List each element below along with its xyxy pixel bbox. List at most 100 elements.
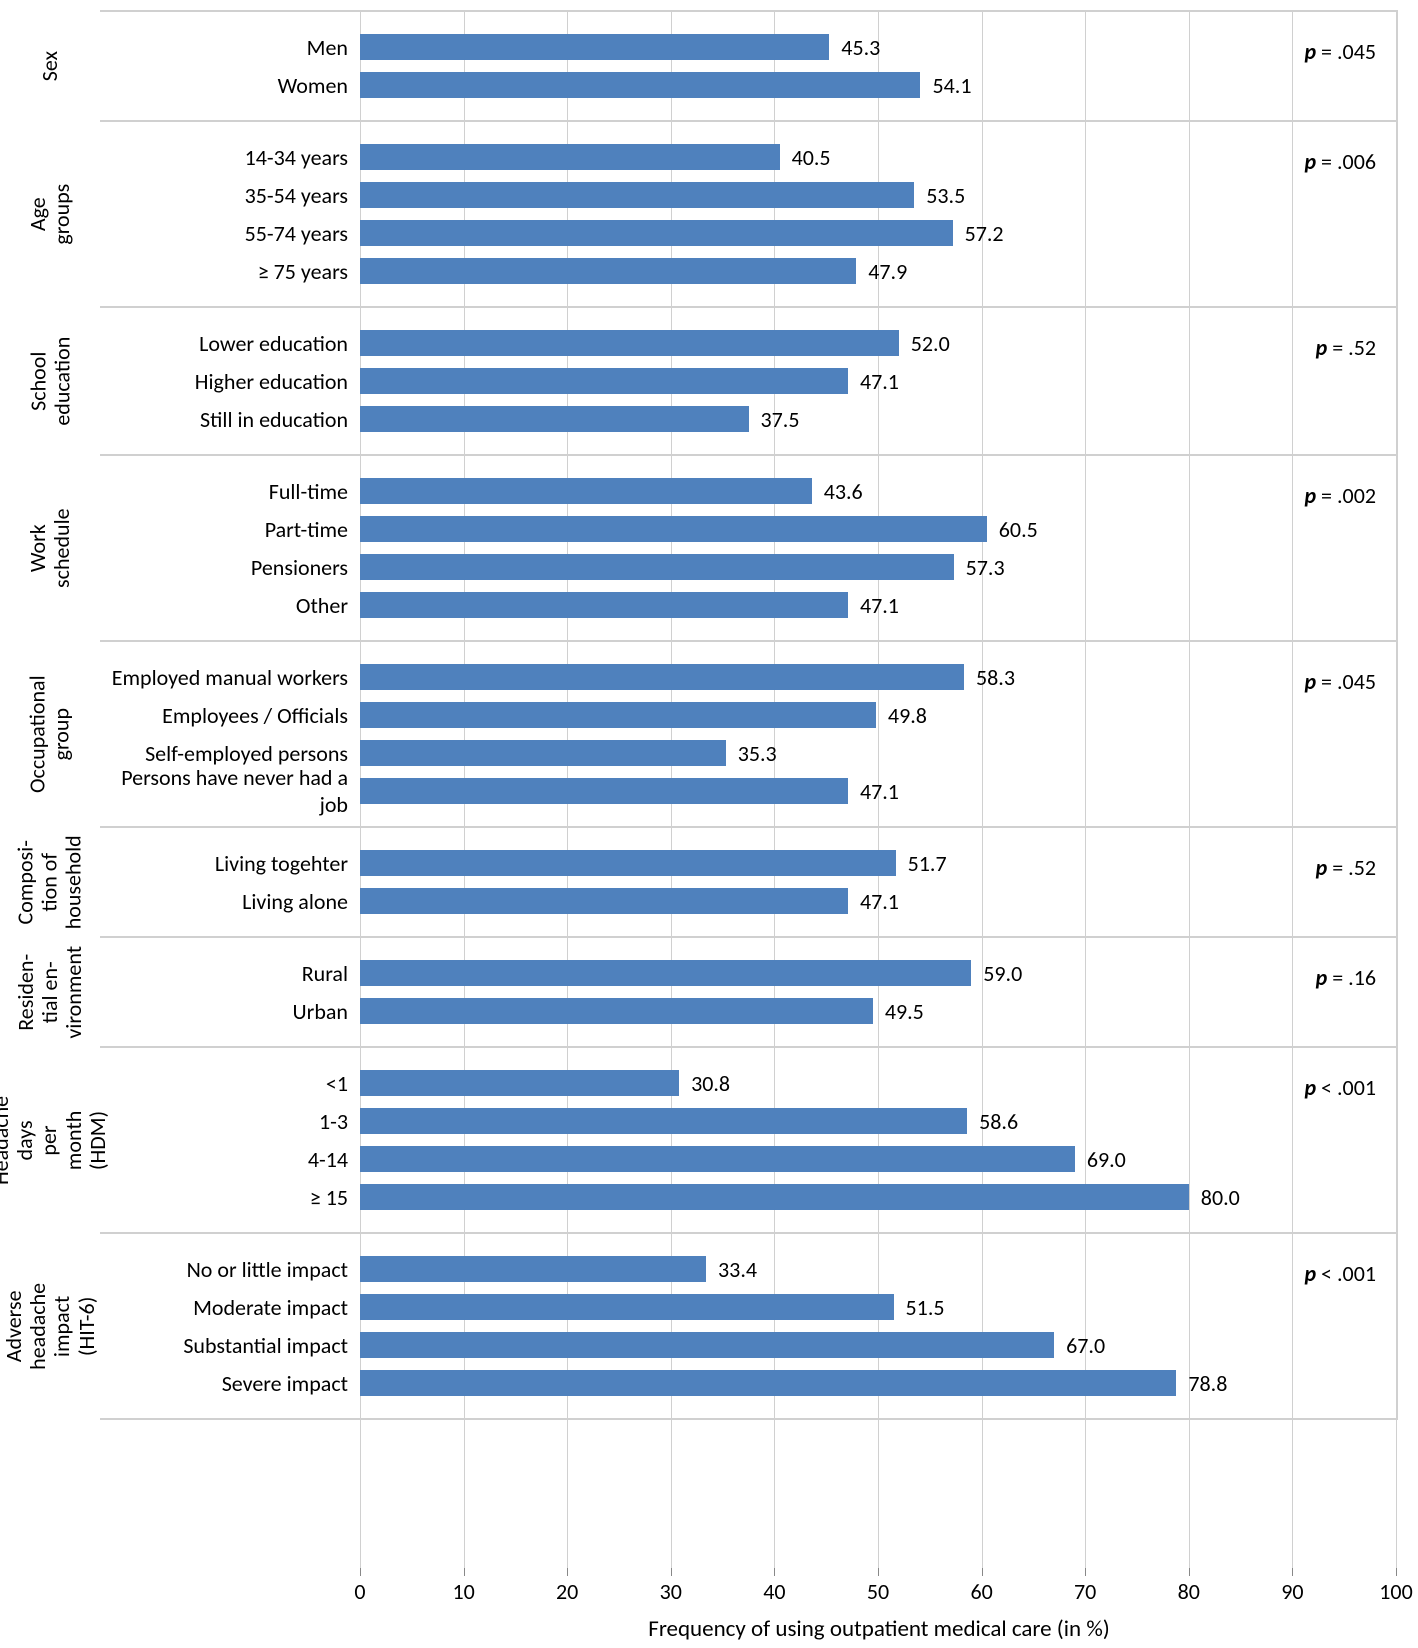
x-tick-label: 50 — [867, 1578, 889, 1605]
group-label-text: Occupational group — [26, 675, 74, 793]
bar-value-label: 69.0 — [1087, 1146, 1126, 1173]
tickmark — [360, 1568, 361, 1576]
plot-cell: 35.3 — [360, 734, 1396, 772]
bar-value-label: 53.5 — [926, 182, 965, 209]
tickmark — [774, 1568, 775, 1576]
bar-value-label: 47.1 — [860, 888, 899, 915]
plot-cell: 47.9 — [360, 252, 1396, 290]
x-tick-label: 40 — [763, 1578, 785, 1605]
bar-value-label: 43.6 — [824, 478, 863, 505]
bar — [360, 960, 971, 986]
row-label: 55-74 years — [100, 220, 360, 247]
plot-cell: 78.8 — [360, 1364, 1396, 1402]
group: Sexp = .045Men45.3Women54.1 — [100, 10, 1398, 120]
plot-cell: 45.3 — [360, 28, 1396, 66]
bar-row: Employed manual workers58.3 — [100, 658, 1396, 696]
group: School educationp = .52Lower education52… — [100, 306, 1398, 454]
bar-row: Still in education 37.5 — [100, 400, 1396, 438]
bar-row: Severe impact 78.8 — [100, 1364, 1396, 1402]
bar — [360, 1294, 894, 1320]
x-axis-title: Frequency of using outpatient medical ca… — [360, 1615, 1398, 1643]
plot-cell: 43.6 — [360, 472, 1396, 510]
tickmark — [878, 1568, 879, 1576]
bar-value-label: 59.0 — [983, 960, 1022, 987]
bar-value-label: 49.8 — [888, 702, 927, 729]
row-label: Employees / Officials — [100, 702, 360, 729]
group-label-text: Age groups — [26, 174, 74, 254]
bar-row: Higher education47.1 — [100, 362, 1396, 400]
plot-cell: 51.5 — [360, 1288, 1396, 1326]
row-label: Rural — [100, 960, 360, 987]
group-label: School education — [10, 308, 90, 454]
row-label: Persons have never had a job — [100, 764, 360, 818]
tickmark — [1396, 1568, 1397, 1576]
bar-row: Urban 49.5 — [100, 992, 1396, 1030]
row-label: Full-time — [100, 478, 360, 505]
group-label-text: School education — [26, 337, 74, 426]
row-label: 14-34 years — [100, 144, 360, 171]
row-label: Severe impact — [100, 1370, 360, 1397]
bar — [360, 850, 896, 876]
x-tick-label: 90 — [1281, 1578, 1303, 1605]
group-label: Residen- tial en- vironment — [10, 938, 90, 1046]
bar — [360, 144, 780, 170]
plot-cell: 69.0 — [360, 1140, 1396, 1178]
bar-value-label: 49.5 — [885, 998, 924, 1025]
row-label: Still in education — [100, 406, 360, 433]
plot-cell: 80.0 — [360, 1178, 1396, 1216]
plot-cell: 49.8 — [360, 696, 1396, 734]
bar-value-label: 37.5 — [761, 406, 800, 433]
row-label: Women — [100, 72, 360, 99]
group-label: Age groups — [10, 122, 90, 306]
bar-value-label: 47.1 — [860, 592, 899, 619]
group-rows: Lower education52.0Higher education47.1S… — [100, 308, 1396, 454]
group: Occupational groupp = .045Employed manua… — [100, 640, 1398, 826]
bar-value-label: 33.4 — [718, 1256, 757, 1283]
x-tick-label: 20 — [556, 1578, 578, 1605]
bar — [360, 182, 914, 208]
bar — [360, 330, 899, 356]
row-label: Employed manual workers — [100, 664, 360, 691]
bar-row: Pensioners57.3 — [100, 548, 1396, 586]
groups-container: Sexp = .045Men45.3Women54.1Age groupsp =… — [100, 10, 1398, 1568]
bar-value-label: 35.3 — [738, 740, 777, 767]
group-label: Composi- tion of household — [10, 828, 90, 936]
tickmark — [1189, 1568, 1190, 1576]
bar-value-label: 57.3 — [966, 554, 1005, 581]
bar-row: Other47.1 — [100, 586, 1396, 624]
bar — [360, 1146, 1075, 1172]
bar — [360, 554, 954, 580]
group-label-text: Headache days per month (HDM) — [0, 1095, 110, 1184]
row-label: Urban — [100, 998, 360, 1025]
plot-cell: 52.0 — [360, 324, 1396, 362]
bar — [360, 258, 856, 284]
plot-cell: 47.1 — [360, 586, 1396, 624]
bar-row: Moderate impact51.5 — [100, 1288, 1396, 1326]
bar-row: Living alone47.1 — [100, 882, 1396, 920]
plot-cell: 57.2 — [360, 214, 1396, 252]
x-tick-label: 70 — [1074, 1578, 1096, 1605]
row-label: Men — [100, 34, 360, 61]
bar-value-label: 51.5 — [906, 1294, 945, 1321]
bar-row: ≥ 75 years47.9 — [100, 252, 1396, 290]
bar-row: Persons have never had a job47.1 — [100, 772, 1396, 810]
bar-row: Full-time 43.6 — [100, 472, 1396, 510]
plot-cell: 51.7 — [360, 844, 1396, 882]
bar-row: 4-1469.0 — [100, 1140, 1396, 1178]
bar-value-label: 47.9 — [868, 258, 907, 285]
group-label-text: Composi- tion of household — [14, 835, 87, 929]
plot-cell: 47.1 — [360, 362, 1396, 400]
group-label-text: Residen- tial en- vironment — [14, 946, 87, 1039]
bar-row: Women 54.1 — [100, 66, 1396, 104]
x-tick-label: 0 — [354, 1578, 365, 1605]
tickmark — [671, 1568, 672, 1576]
plot-cell: 58.3 — [360, 658, 1396, 696]
bar-value-label: 54.1 — [932, 72, 971, 99]
x-tick-label: 10 — [452, 1578, 474, 1605]
bar-row: Rural 59.0 — [100, 954, 1396, 992]
bar-row: 14-34 years40.5 — [100, 138, 1396, 176]
plot-cell: 53.5 — [360, 176, 1396, 214]
bar-value-label: 78.8 — [1188, 1370, 1227, 1397]
bar — [360, 592, 848, 618]
bar-row: 35-54 years53.5 — [100, 176, 1396, 214]
